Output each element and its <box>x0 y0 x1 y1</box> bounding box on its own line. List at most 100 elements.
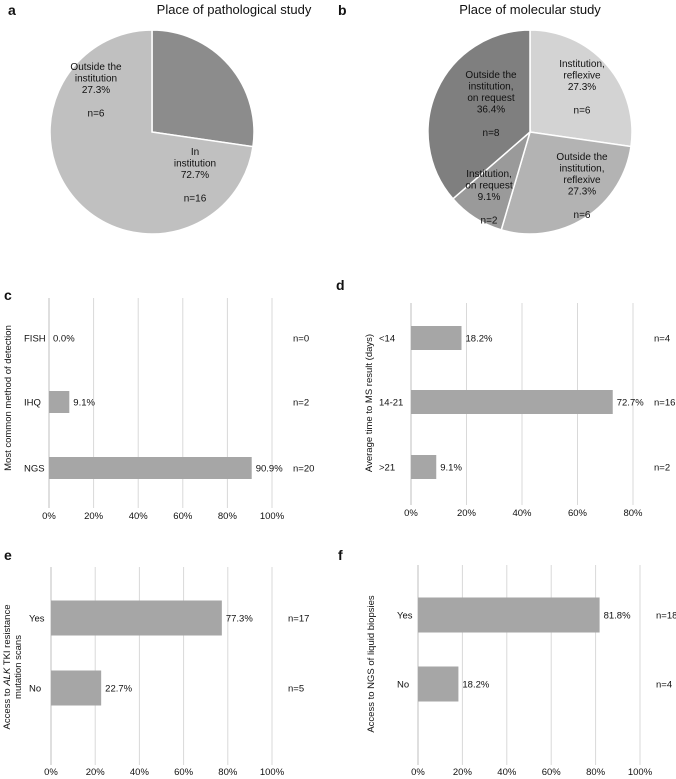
pie-b-slice-0-n: n=6 <box>574 106 591 117</box>
panel-letter-e: e <box>4 547 12 563</box>
panel-letter-d: d <box>336 277 345 293</box>
pie-b-slice-0-label-line: 27.3% <box>568 82 596 93</box>
bar-e-n-label-0: n=17 <box>288 614 309 625</box>
bar-c-n-label-2: n=20 <box>293 464 314 475</box>
bar-e-ylabel-line: Access to ALK TKI resistance <box>2 605 13 730</box>
panel-letter-f: f <box>338 547 343 563</box>
bar-f-tick-2: 40% <box>497 767 517 778</box>
bar-c-value-label-2: 90.9% <box>256 464 283 475</box>
bar-d-value-label-2: 9.1% <box>440 463 462 474</box>
pie-b-slice-0-label-line: reflexive <box>563 71 601 82</box>
bar-c-tick-5: 100% <box>260 511 285 522</box>
pie-b-slice-3-label: Outside the institution, on request 36.4% <box>465 70 517 116</box>
pie-b-slice-1-label-line: institution, <box>559 164 604 175</box>
bar-e-value-label-0: 77.3% <box>226 614 253 625</box>
pie-a-slice-0-label: Outside the institution 27.3% <box>70 62 122 96</box>
pie-a-slice-1-n: n=16 <box>184 194 207 205</box>
bar-d-bar-1 <box>411 390 613 414</box>
bar-f-tick-4: 80% <box>586 767 606 778</box>
pie-a-slice-1-label-line: 72.7% <box>181 170 209 181</box>
bar-d-tick-0: 0% <box>404 508 418 519</box>
panel-letter-c: c <box>4 287 12 303</box>
bar-f-value-label-0: 81.8% <box>604 611 631 622</box>
bar-e-bar-1 <box>51 670 102 706</box>
pie-a-slice-1-label: In institution 72.7% <box>174 147 216 181</box>
bar-c-n-label-1: n=2 <box>293 398 309 409</box>
bar-d-tick-3: 60% <box>568 508 588 519</box>
bar-d-value-label-0: 18.2% <box>466 334 493 345</box>
pie-b-slice-2-label-line: on request <box>465 181 512 192</box>
bar-f-bar-0 <box>418 597 600 633</box>
pie-b-slice-2-label-line: Institution, <box>466 169 512 180</box>
bar-e-ylabel-line: mutation scans <box>13 635 24 699</box>
bar-d-n-label-2: n=2 <box>654 463 670 474</box>
pie-b-slice-3-label-line: Outside the <box>465 70 517 81</box>
pie-b-slice-2-n: n=2 <box>481 216 498 227</box>
bar-e-ylabel-part: TKI resistance <box>2 605 13 668</box>
pie-b-slice-2-label: Institution, on request 9.1% <box>465 169 512 203</box>
pie-b-slice-1-label-line: Outside the <box>556 152 608 163</box>
pie-a-slice-1 <box>49 29 254 235</box>
pie-a-slice-1-label-line: institution <box>174 159 216 170</box>
bar-c-category-1: IHQ <box>24 398 41 409</box>
bar-e-tick-4: 80% <box>218 767 238 778</box>
pie-b-slice-0-label-line: Institution, <box>559 59 605 70</box>
pie-b-slice-3 <box>427 29 531 200</box>
bar-e-tick-3: 60% <box>174 767 194 778</box>
bar-e-category-1: No <box>29 684 41 695</box>
panel-letter-b: b <box>338 2 347 18</box>
bar-f-tick-5: 100% <box>628 767 653 778</box>
bar-c-tick-1: 20% <box>84 511 104 522</box>
bar-c-category-2: NGS <box>24 464 45 475</box>
bar-c-value-label-0: 0.0% <box>53 334 75 345</box>
bar-e-category-0: Yes <box>29 614 45 625</box>
bar-d-bar-0 <box>411 326 462 350</box>
bar-chart-c: 0% 20% 40% 60% 80% 100% FISH 0.0% n=0 IHQ 9.1% n=2 N… <box>3 298 314 522</box>
bar-d-tick-1: 20% <box>457 508 477 519</box>
bar-e-tick-5: 100% <box>260 767 285 778</box>
pie-a-slice-0-label-line: 27.3% <box>82 85 110 96</box>
bar-e-ylabel: Access to ALK TKI resistancemutation sca… <box>2 605 24 730</box>
bar-f-tick-0: 0% <box>411 767 425 778</box>
bar-e-tick-2: 40% <box>130 767 150 778</box>
bar-c-ylabel-line: Most common method of detection <box>3 325 14 471</box>
bar-f-value-label-1: 18.2% <box>462 680 489 691</box>
bar-d-n-label-0: n=4 <box>654 334 670 345</box>
bar-c-value-label-1: 9.1% <box>73 398 95 409</box>
bar-c-bar-2 <box>49 457 252 479</box>
pie-a-slice-0-label-line: Outside the <box>70 62 122 73</box>
pie-b-slice-1-label-line: 27.3% <box>568 187 596 198</box>
bar-chart-e: 0% 20% 40% 60% 80% 100% Yes 77.3% n=17 No 22.7% n=5… <box>2 567 309 778</box>
bar-f-n-label-1: n=4 <box>656 680 672 691</box>
bar-c-bar-1 <box>49 391 70 413</box>
bar-e-ylabel-part: Access to <box>2 686 13 730</box>
pie-a-slice-1-label-line: In <box>191 147 199 158</box>
pie-b-slice-1 <box>500 131 632 235</box>
bar-f-n-label-0: n=18 <box>656 611 676 622</box>
pie-b-title: Place of molecular study <box>459 2 601 17</box>
bar-c-tick-3: 60% <box>173 511 193 522</box>
bar-d-n-label-1: n=16 <box>654 398 675 409</box>
bar-d-value-label-1: 72.7% <box>617 398 644 409</box>
pie-b-slice-1-label: Outside the institution, reflexive 27.3% <box>556 152 608 198</box>
bar-c-tick-0: 0% <box>42 511 56 522</box>
bar-e-tick-1: 20% <box>86 767 106 778</box>
bar-f-category-0: Yes <box>397 611 413 622</box>
pie-b-slice-0 <box>529 29 633 148</box>
bar-d-ylabel: Average time to MS result (days) <box>364 334 375 472</box>
bar-f-ylabel-line: Access to NGS of liquid biopsies <box>366 595 377 733</box>
bar-d-category-1: 14-21 <box>379 398 403 409</box>
bar-f-bar-1 <box>418 666 459 702</box>
bar-c-tick-2: 40% <box>129 511 149 522</box>
bar-f-tick-1: 20% <box>453 767 473 778</box>
bar-d-tick-2: 40% <box>512 508 532 519</box>
bar-d-ylabel-line: Average time to MS result (days) <box>364 334 375 472</box>
bar-c-ylabel: Most common method of detection <box>3 325 14 471</box>
bar-e-n-label-1: n=5 <box>288 684 304 695</box>
pie-a-slice-0-n: n=6 <box>88 109 105 120</box>
bar-e-tick-0: 0% <box>44 767 58 778</box>
bar-c-n-label-0: n=0 <box>293 334 309 345</box>
bar-e-ylabel-part: ALK <box>2 667 13 687</box>
